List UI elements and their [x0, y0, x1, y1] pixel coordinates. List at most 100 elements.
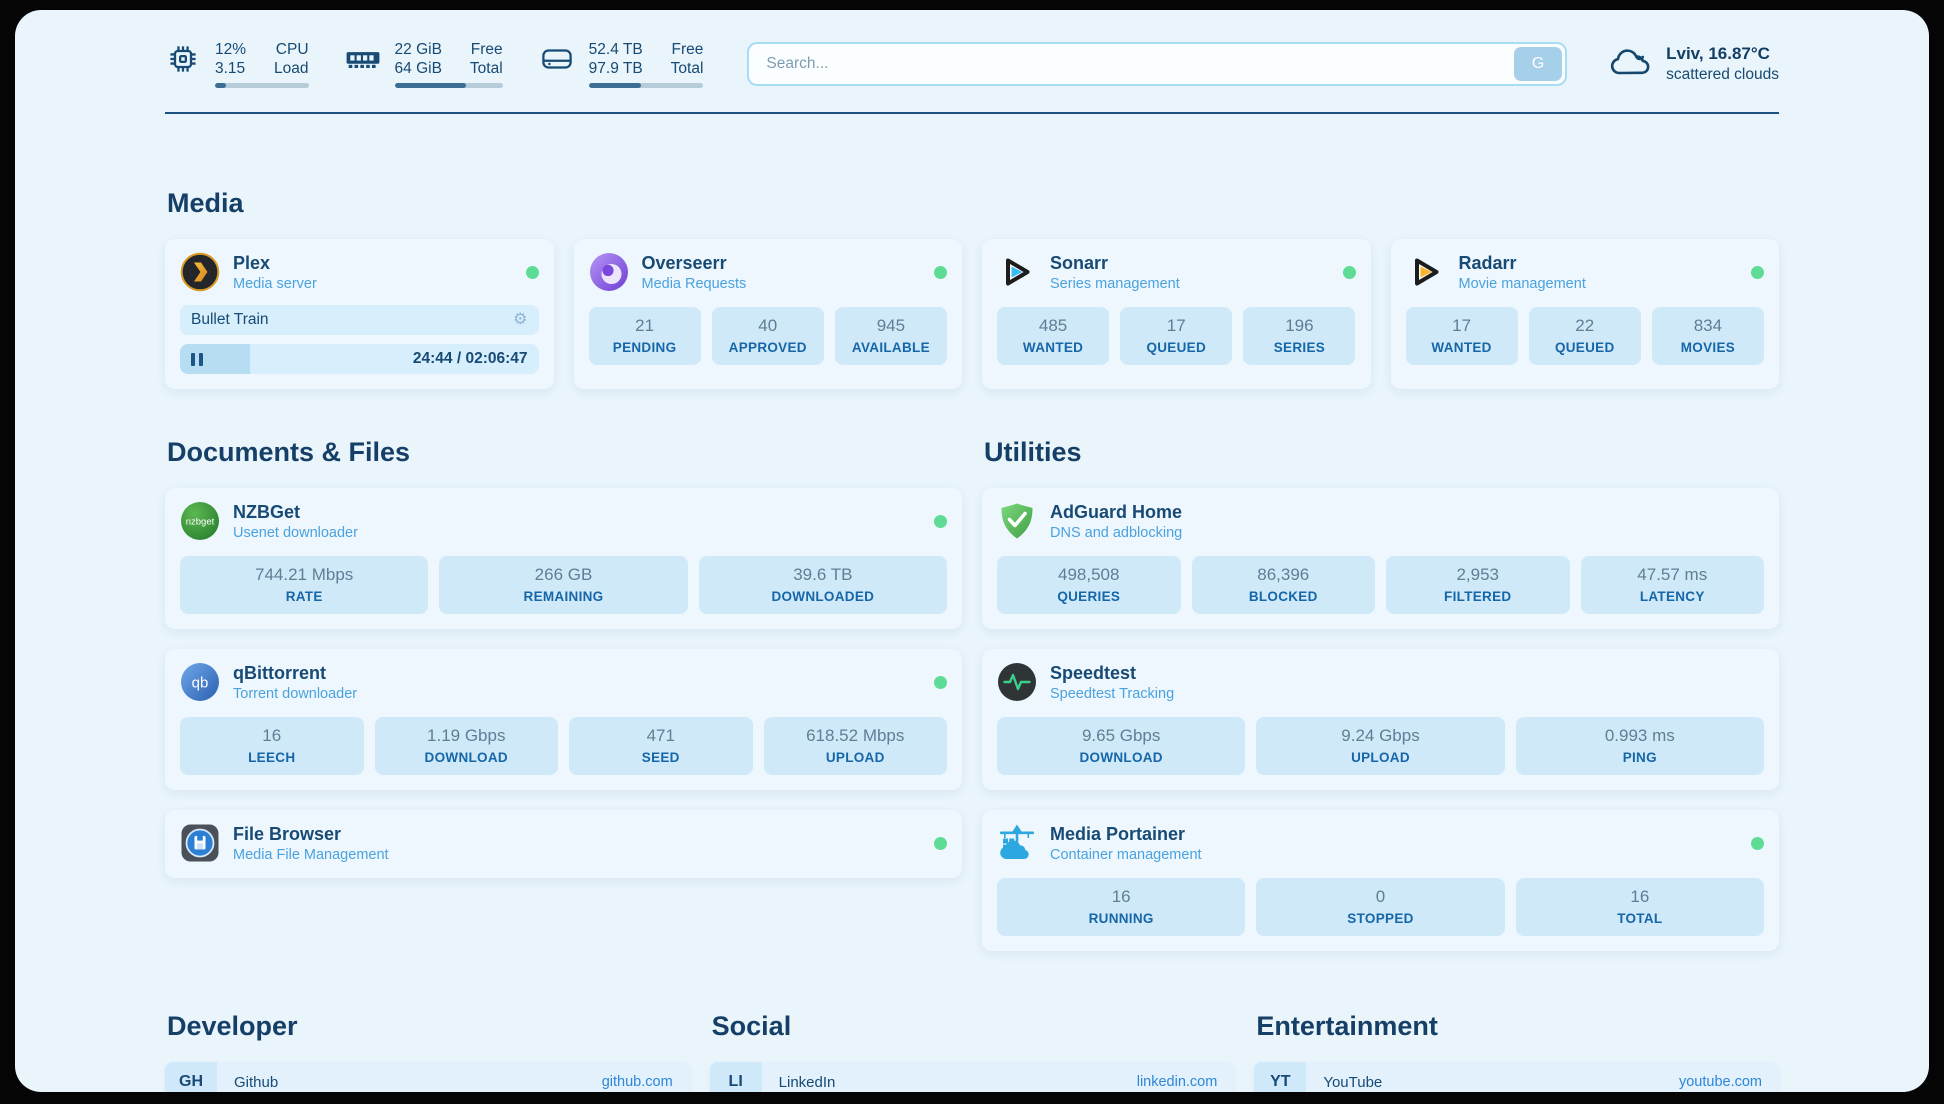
cpu-usage-value: 12%: [215, 41, 247, 58]
plex-card[interactable]: Plex Media server Bullet Train ⚙ 24:44 /…: [165, 239, 554, 389]
bookmark-link[interactable]: youtube.com: [1678, 1074, 1762, 1090]
status-dot: [1751, 836, 1764, 850]
filebrowser-card[interactable]: File Browser Media File Management: [165, 810, 962, 878]
speedtest-card[interactable]: Speedtest Speedtest Tracking 9.65 Gbps D…: [982, 649, 1779, 790]
app-subtitle: Torrent downloader: [233, 685, 358, 702]
now-playing-title: Bullet Train: [191, 311, 269, 328]
settings-gear-icon[interactable]: ⚙: [513, 311, 528, 328]
now-playing-row: Bullet Train ⚙: [180, 305, 539, 335]
section-social: Social LI LinkedIn linkedin.com TW Twitt…: [709, 1011, 1235, 1092]
app-name: File Browser: [233, 823, 342, 844]
stat-rate: 744.21 Mbps RATE: [180, 556, 429, 614]
status-dot: [934, 514, 947, 528]
disk-progress-bar: [588, 83, 704, 88]
stat-available: 945 AVAILABLE: [834, 307, 947, 365]
stat-series: 196 SERIES: [1243, 307, 1356, 365]
section-documents: Documents & Files nzbget: [165, 437, 962, 878]
pause-icon: [191, 352, 203, 366]
documents-section-title: Documents & Files: [167, 437, 411, 467]
app-subtitle: DNS and adblocking: [1050, 524, 1183, 541]
app-name: Sonarr: [1050, 252, 1109, 273]
overseerr-card[interactable]: Overseerr Media Requests 21 PENDING 40 A…: [573, 239, 962, 389]
stat-movies: 834 MOVIES: [1651, 307, 1764, 365]
weather-widget: Lviv, 16.87°C scattered clouds: [1607, 44, 1779, 85]
stat-download: 9.65 Gbps DOWNLOAD: [997, 717, 1246, 775]
media-section-title: Media: [167, 188, 244, 218]
cloud-icon: [1607, 44, 1653, 85]
app-subtitle: Media server: [233, 275, 317, 292]
top-bar: 12% CPU 3.15 Load: [165, 40, 1779, 88]
bookmark-name: LinkedIn: [778, 1073, 836, 1091]
social-section-title: Social: [711, 1011, 792, 1041]
memory-total-value: 64 GiB: [394, 60, 442, 77]
status-dot: [525, 265, 539, 279]
portainer-card[interactable]: Media Portainer Container management 16 …: [982, 810, 1779, 951]
section-entertainment: Entertainment YT YouTube youtube.com NF …: [1254, 1011, 1779, 1092]
google-search-button[interactable]: G: [1514, 47, 1563, 81]
bookmark-abbr: LI: [709, 1062, 762, 1092]
stat-remaining: 266 GB REMAINING: [439, 556, 688, 614]
status-dot: [934, 265, 947, 279]
stat-queries: 498,508 QUERIES: [997, 556, 1181, 614]
stat-running: 16 RUNNING: [997, 878, 1246, 936]
stat-ping: 0.993 ms PING: [1515, 717, 1764, 775]
qbittorrent-icon: qb: [180, 662, 220, 702]
app-name: Overseerr: [641, 252, 727, 273]
entertainment-section-title: Entertainment: [1256, 1011, 1438, 1041]
speedtest-icon: [997, 662, 1037, 702]
bookmark-linkedin[interactable]: LI LinkedIn linkedin.com: [709, 1062, 1235, 1092]
disk-free-label: Free: [671, 41, 704, 58]
disk-icon: [539, 44, 575, 74]
bookmark-youtube[interactable]: YT YouTube youtube.com: [1254, 1062, 1779, 1092]
adguard-card[interactable]: AdGuard Home DNS and adblocking 498,508 …: [982, 488, 1779, 629]
weather-condition: scattered clouds: [1666, 66, 1779, 83]
stat-total: 16 TOTAL: [1515, 878, 1764, 936]
cpu-widget: 12% CPU 3.15 Load: [165, 40, 309, 88]
stat-filtered: 2,953 FILTERED: [1386, 556, 1570, 614]
search-input[interactable]: [747, 42, 1568, 86]
memory-icon: [345, 44, 381, 74]
portainer-icon: [997, 823, 1037, 863]
stat-queued: 17 QUEUED: [1120, 307, 1233, 365]
app-subtitle: Container management: [1050, 846, 1202, 863]
plex-icon: [180, 252, 220, 292]
nzbget-card[interactable]: nzbget NZBGet Usenet downloader 744.21 M…: [165, 488, 962, 629]
sonarr-card[interactable]: Sonarr Series management 485 WANTED 17 Q…: [982, 239, 1371, 389]
bookmark-link[interactable]: github.com: [601, 1074, 673, 1090]
disk-total-label: Total: [670, 60, 704, 77]
bookmark-github[interactable]: GH Github github.com: [165, 1062, 690, 1092]
cpu-load-value: 3.15: [215, 60, 246, 77]
svg-text:qb: qb: [192, 675, 209, 692]
app-subtitle: Movie management: [1458, 275, 1586, 292]
bookmark-name: YouTube: [1323, 1073, 1383, 1091]
utilities-section-title: Utilities: [984, 437, 1082, 467]
app-name: Plex: [233, 252, 271, 273]
app-name: Radarr: [1458, 252, 1517, 273]
adguard-icon: [997, 501, 1037, 541]
app-name: qBittorrent: [233, 662, 326, 683]
status-dot: [1751, 265, 1764, 279]
stat-upload: 618.52 Mbps UPLOAD: [763, 717, 947, 775]
developer-section-title: Developer: [167, 1011, 298, 1041]
disk-free-value: 52.4 TB: [588, 41, 643, 58]
stat-wanted: 17 WANTED: [1405, 307, 1518, 365]
app-subtitle: Media Requests: [641, 275, 747, 292]
app-subtitle: Media File Management: [233, 846, 389, 863]
status-dot: [1342, 265, 1356, 279]
playback-progress-bar: 24:44 / 02:06:47: [180, 344, 539, 374]
stat-stopped: 0 STOPPED: [1256, 878, 1505, 936]
cpu-icon: [165, 44, 201, 74]
radarr-card[interactable]: Radarr Movie management 17 WANTED 22 QUE…: [1390, 239, 1779, 389]
stat-queued: 22 QUEUED: [1528, 307, 1641, 365]
qbittorrent-card[interactable]: qb qBittorrent Torrent downloader 16 LEE…: [165, 649, 962, 790]
stat-seed: 471 SEED: [569, 717, 753, 775]
bookmark-abbr: YT: [1254, 1062, 1307, 1092]
memory-progress-bar: [394, 83, 503, 88]
dashboard: 12% CPU 3.15 Load: [15, 10, 1929, 1092]
stat-download: 1.19 Gbps DOWNLOAD: [374, 717, 558, 775]
stat-pending: 21 PENDING: [588, 307, 701, 365]
disk-total-value: 97.9 TB: [588, 60, 643, 77]
bookmark-link[interactable]: linkedin.com: [1136, 1074, 1218, 1090]
app-name: Speedtest: [1050, 662, 1137, 683]
overseerr-icon: [589, 252, 629, 292]
